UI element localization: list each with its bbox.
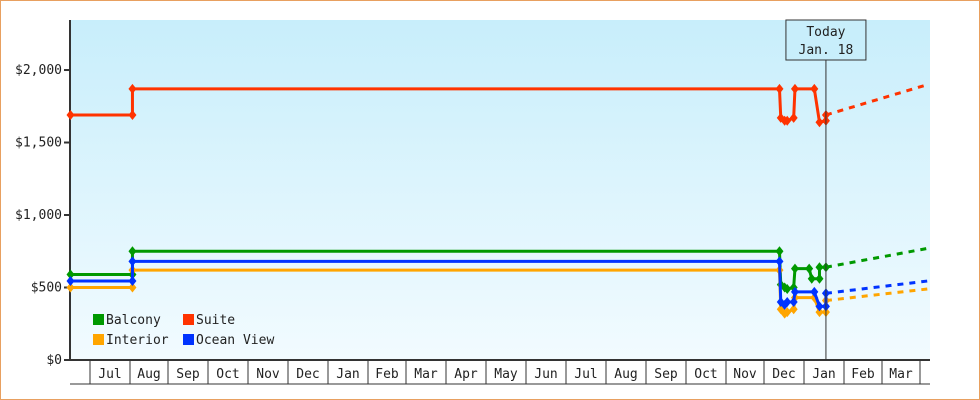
data-point	[128, 275, 137, 286]
data-point	[775, 246, 784, 257]
x-tick-label: Feb	[851, 367, 875, 382]
legend-swatch	[93, 314, 104, 325]
data-point	[815, 117, 824, 128]
data-point	[775, 256, 784, 267]
data-point	[790, 83, 799, 94]
forecast-line	[825, 287, 928, 303]
x-tick-label: Oct	[216, 367, 239, 382]
x-tick-label: Jun	[534, 367, 557, 382]
data-point	[815, 301, 824, 312]
x-tick-label: Apr	[454, 367, 478, 382]
data-point	[783, 115, 792, 126]
data-point	[66, 269, 75, 280]
data-point	[128, 246, 137, 257]
legend-swatch	[93, 334, 104, 345]
data-point	[790, 263, 799, 274]
x-tick-label: Jan	[812, 367, 835, 382]
legend-label: Ocean View	[196, 333, 274, 348]
data-point	[810, 83, 819, 94]
today-date-label: Jan. 18	[799, 43, 854, 58]
data-point	[810, 286, 819, 297]
data-point	[815, 273, 824, 284]
data-point	[66, 109, 75, 120]
forecast-line	[825, 83, 929, 117]
today-label-box	[785, 19, 867, 61]
y-tick-label: $500	[31, 281, 62, 296]
data-point	[807, 273, 816, 284]
today-label: Today	[806, 25, 845, 40]
x-tick-label: Mar	[414, 367, 438, 382]
data-point	[789, 304, 798, 315]
x-tick-label: Feb	[375, 367, 399, 382]
data-point	[128, 83, 137, 94]
data-point	[783, 283, 792, 294]
forecast-line	[825, 246, 929, 269]
x-tick-label: Nov	[256, 367, 280, 382]
data-point	[66, 275, 75, 286]
x-tick-label: Mar	[889, 367, 913, 382]
data-point	[789, 112, 798, 123]
forecast-line	[825, 279, 928, 295]
data-point	[790, 286, 799, 297]
plot-background	[70, 20, 930, 360]
data-point	[805, 263, 814, 274]
data-point	[128, 109, 137, 120]
x-tick-label: Dec	[772, 367, 795, 382]
data-point	[66, 282, 75, 293]
legend-label: Interior	[106, 333, 169, 348]
x-tick-label: Dec	[296, 367, 319, 382]
data-point	[783, 307, 792, 318]
y-tick-label: $1,500	[15, 136, 62, 151]
data-point	[789, 297, 798, 308]
x-tick-label: Jul	[98, 367, 121, 382]
data-point	[783, 297, 792, 308]
legend-swatch	[183, 334, 194, 345]
data-point	[815, 262, 824, 273]
legend-swatch	[183, 314, 194, 325]
x-tick-label: Sep	[176, 367, 200, 382]
x-tick-label: Jul	[574, 367, 597, 382]
x-tick-label: Sep	[654, 367, 678, 382]
x-tick-label: Aug	[137, 367, 160, 382]
y-tick-label: $0	[46, 353, 62, 368]
x-tick-label: Nov	[733, 367, 757, 382]
y-tick-label: $1,000	[15, 208, 62, 223]
data-point	[815, 307, 824, 318]
legend-label: Balcony	[106, 313, 161, 328]
y-tick-label: $2,000	[15, 63, 62, 78]
data-point	[128, 282, 137, 293]
x-tick-label: Jan	[336, 367, 359, 382]
x-tick-label: Oct	[694, 367, 717, 382]
x-tick-label: May	[494, 367, 518, 382]
x-tick-label: Aug	[614, 367, 637, 382]
data-point	[775, 83, 784, 94]
legend-label: Suite	[196, 313, 235, 328]
data-point	[128, 256, 137, 267]
